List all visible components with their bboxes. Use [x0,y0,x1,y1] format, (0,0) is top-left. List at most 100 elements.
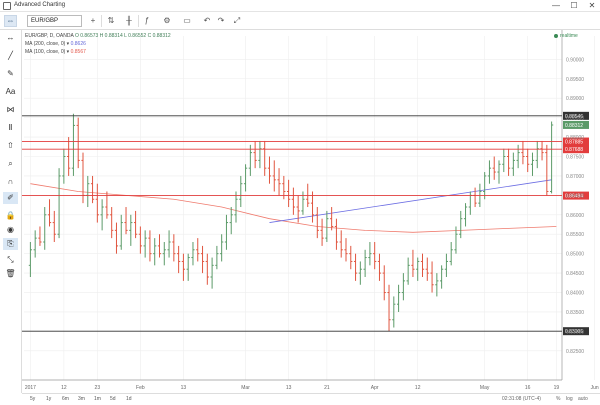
price-tick-label: 0.88500 [566,116,584,122]
price-tick-label: 0.85500 [566,232,584,238]
auto-toggle[interactable]: auto [578,396,588,402]
zoom-tool-icon[interactable]: ⌕ [8,159,13,168]
log-toggle[interactable]: log [566,396,573,402]
range-5d[interactable]: 5d [110,396,116,402]
range-1y[interactable]: 1y [46,396,52,402]
trash-icon[interactable]: 🗑 [5,269,16,278]
text-tool-icon[interactable]: Aa [5,87,16,96]
visibility-icon[interactable]: ◉ [7,225,14,234]
trendline-tool-icon[interactable]: ╱ [8,51,13,60]
legend-ma200-value: 0.8626 [70,41,86,47]
range-1d[interactable]: 1d [126,396,132,402]
level-tag [563,327,589,336]
stay-drawing-tool-icon[interactable]: ✐ [3,192,18,204]
link-tool-icon[interactable]: ⎘ [3,238,18,250]
time-tick-label: 16 [525,385,531,391]
brush-tool-icon[interactable]: ✎ [7,69,14,78]
price-tick-label: 0.87000 [566,174,584,180]
chart-legend: EUR/GBP, D, OANDA O 0.86573 H 0.88314 L … [25,33,171,55]
undo-icon[interactable]: ↶ [203,16,211,25]
window-title: Advanced Charting [14,2,66,8]
price-tick-label: 0.82500 [566,349,584,355]
last-price-tag [563,120,589,129]
price-tick-label: 0.86500 [566,193,584,199]
snapshot-icon[interactable]: ▭ [183,16,191,25]
level-label: 0.86494 [565,194,583,200]
percent-toggle[interactable]: % [556,396,561,402]
indicators-icon[interactable]: ƒ [144,16,150,25]
level-tag [563,145,589,154]
range-6m[interactable]: 6m [62,396,69,402]
legend-ma200-label[interactable]: MA (200, close, 0) [25,41,66,47]
legend-ma100-label[interactable]: MA (100, close, 0) [25,49,66,55]
realtime-label: realtime [560,33,578,39]
compare-add-icon[interactable]: + [90,16,96,25]
ma100-line [30,183,557,233]
arrow-tool-icon[interactable]: ⇧ [7,141,14,150]
time-tick-label: 13 [181,385,187,391]
level-tag [563,137,589,146]
interval-icon[interactable]: ⇅ [107,16,115,25]
time-tick-label: 13 [286,385,292,391]
maximize-button[interactable]: ☐ [570,1,578,10]
price-tick-label: 0.83000 [566,329,584,335]
app-icon [3,2,11,10]
range-3m[interactable]: 3m [78,396,85,402]
legend-ma100-value: 0.8567 [70,49,86,55]
time-tick-label: 19 [554,385,560,391]
price-tick-label: 0.86000 [566,213,584,219]
level-label: 0.83006 [565,329,583,335]
pattern-tool-icon[interactable]: ⋈ [6,105,15,114]
time-tick-label: 2017 [25,385,36,391]
settings-gear-icon[interactable]: ⚙ [163,16,171,25]
clock: 02:31:08 (UTC-4) [502,396,541,402]
ma200-line [269,179,552,223]
price-tick-label: 0.84000 [566,291,584,297]
symbol-search-input[interactable]: EUR/GBP [27,15,82,27]
price-tick-label: 0.84500 [566,271,584,277]
price-tick-label: 0.87500 [566,154,584,160]
top-toolbar: ⇔ EUR/GBP + ⇅ ╫ ƒ ⚙ ▭ ↶ ↷ ⤢ [0,12,600,30]
realtime-indicator: realtime [554,33,578,39]
bar-style-icon[interactable]: ╫ [126,16,132,25]
minimize-button[interactable]: — [552,1,560,10]
price-tick-label: 0.83500 [566,310,584,316]
title-bar: Advanced Charting — ☐ ✕ [0,0,600,12]
time-tick-label: 12 [61,385,67,391]
time-tick-label: 23 [95,385,101,391]
time-tick-label: Apr [371,385,379,391]
price-tick-label: 0.88000 [566,135,584,141]
level-label: 0.88546 [565,114,583,120]
crosshair-toggle-icon[interactable]: ⇔ [4,15,17,27]
time-tick-label: 12 [415,385,421,391]
level-tag [563,111,589,120]
price-tick-label: 0.85000 [566,252,584,258]
price-tick-label: 0.89000 [566,96,584,102]
time-tick-label: 21 [324,385,330,391]
lock-icon[interactable]: 🔒 [5,211,16,220]
realtime-dot-icon [554,33,558,38]
level-tag [563,191,589,200]
legend-symbol: EUR/GBP, D, OANDA [25,33,74,39]
level-label: 0.87885 [565,140,583,146]
close-button[interactable]: ✕ [588,1,596,10]
range-bar: 5y 1y 6m 3m 1m 5d 1d 02:31:08 (UTC-4) % … [22,393,600,405]
time-tick-label: Jun [591,385,599,391]
fullscreen-icon[interactable]: ⤢ [233,16,241,25]
cursor-tool-icon[interactable]: ↔ [6,33,15,42]
time-tick-label: May [480,385,490,391]
level-label: 0.87688 [565,147,583,153]
drawing-toolbar: ↔ ╱ ✎ Aa ⋈ Ⅱ ⇧ ⌕ ∩ ✐ 🔒 ◉ ⎘ ⤡ 🗑 [0,30,22,393]
time-tick-label: Mar [241,385,250,391]
cross-tool-icon[interactable]: ⤡ [7,255,14,264]
price-tick-label: 0.89500 [566,77,584,83]
redo-icon[interactable]: ↷ [217,16,225,25]
legend-ohlc: O 0.86573 H 0.88314 L 0.86552 C 0.88312 [74,33,171,39]
price-tick-label: 0.90000 [566,57,584,63]
time-tick-label: Feb [136,385,145,391]
range-5y[interactable]: 5y [30,396,36,402]
range-1m[interactable]: 1m [94,396,101,402]
magnet-tool-icon[interactable]: ∩ [7,177,14,186]
fib-tool-icon[interactable]: Ⅱ [8,123,13,132]
